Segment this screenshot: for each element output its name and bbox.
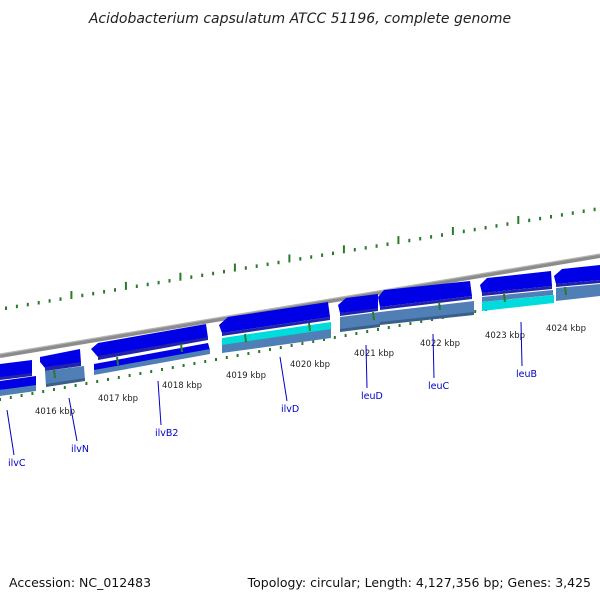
gene-ilvD[interactable] [219, 302, 331, 353]
accession-label: Accession: NC_012483 [9, 575, 151, 590]
gene-next[interactable] [554, 265, 600, 301]
gene-labels: ilvC ilvN ilvB2 ilvD leuD leuC leuB [6, 321, 537, 469]
gene-label-ilvD[interactable]: ilvD [279, 356, 299, 415]
gene-label-ilvC[interactable]: ilvC [6, 409, 26, 469]
gene-label-leuD[interactable]: leuD [361, 344, 383, 402]
gene-name: leuB [516, 369, 537, 380]
gene-name: leuC [428, 381, 450, 392]
gene-label-ilvN[interactable]: ilvN [68, 397, 89, 455]
gene-name: ilvB2 [155, 428, 178, 439]
backbone [0, 253, 600, 358]
gene-ilvN[interactable] [40, 349, 85, 387]
topology-label: Topology: circular; Length: 4,127,356 bp… [247, 575, 591, 590]
axis-tick: 4022 kbp [420, 301, 460, 349]
axis-tick: 4019 kbp [226, 333, 266, 381]
axis-tick: 4024 kbp [546, 286, 586, 334]
axis-tick-label: 4022 kbp [420, 339, 460, 349]
gene-name: ilvC [8, 458, 26, 469]
gene-leuB[interactable] [480, 271, 554, 311]
axis-tick: 4017 kbp [98, 356, 138, 404]
gene-name: leuD [361, 391, 383, 402]
map-title: Acidobacterium capsulatum ATCC 51196, co… [88, 11, 511, 27]
gene-track [0, 265, 600, 396]
axis-tick: 4018 kbp [162, 343, 202, 391]
axis-tick-label: 4023 kbp [485, 331, 525, 341]
axis-ticks: 4016 kbp 4017 kbp 4018 kbp 4019 kbp 4020 kbp… [35, 286, 586, 417]
axis-tick-label: 4024 kbp [546, 324, 586, 334]
axis-tick-label: 4020 kbp [290, 360, 330, 370]
axis-tick: 4016 kbp [35, 369, 75, 417]
axis-tick-label: 4016 kbp [35, 407, 75, 417]
gene-ilvC[interactable] [0, 360, 36, 396]
gene-name: ilvN [71, 444, 89, 455]
axis-tick-label: 4017 kbp [98, 394, 138, 404]
gc-dots [5, 207, 596, 310]
gene-leuD[interactable] [338, 294, 380, 332]
axis-tick: 4023 kbp [485, 293, 525, 341]
axis-tick-label: 4019 kbp [226, 371, 266, 381]
gene-label-leuC[interactable]: leuC [428, 333, 450, 392]
gene-leuC[interactable] [378, 281, 474, 325]
axis-tick-label: 4021 kbp [354, 349, 394, 359]
gene-label-ilvB2[interactable]: ilvB2 [155, 380, 178, 439]
axis-tick-label: 4018 kbp [162, 381, 202, 391]
backbone-ring-highlight [0, 253, 600, 355]
gene-label-leuB[interactable]: leuB [516, 321, 537, 380]
backbone-ring [0, 254, 600, 358]
axis-tick: 4020 kbp [290, 322, 330, 370]
gene-name: ilvD [281, 404, 299, 415]
axis-tick: 4021 kbp [354, 311, 394, 359]
